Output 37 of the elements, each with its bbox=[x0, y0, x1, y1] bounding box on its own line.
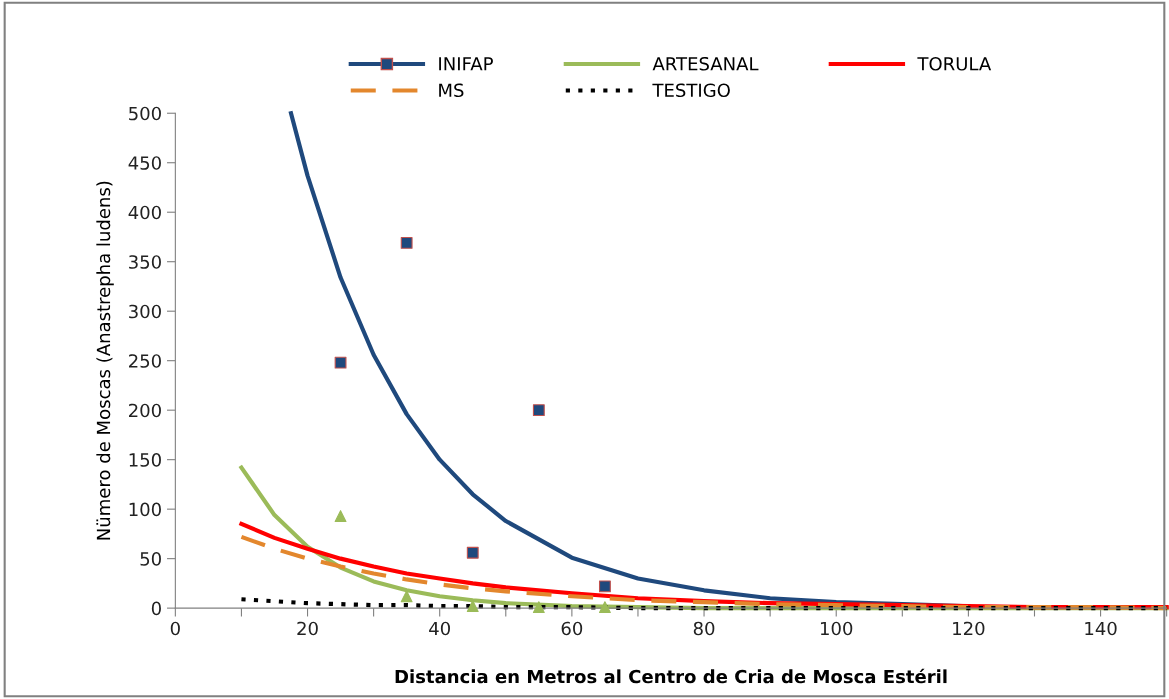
y-tick-label: 350 bbox=[129, 255, 161, 269]
y-axis-title: Nümero de Moscas (Anastrepha ludens) bbox=[96, 181, 114, 540]
legend-label: MS bbox=[439, 83, 464, 98]
point bbox=[598, 580, 611, 593]
y-tick-label: 450 bbox=[128, 156, 161, 170]
x-tick-label: 0 bbox=[170, 621, 180, 636]
x-tick-label: 60 bbox=[561, 621, 583, 636]
legend-label: INIFAP bbox=[439, 57, 493, 71]
x-tick-label: 40 bbox=[429, 621, 450, 636]
x-axis-title: Distancia en Metros al Centro de Cria de Mosca Estéril bbox=[395, 668, 947, 684]
point bbox=[334, 510, 347, 523]
y-tick-label: 0 bbox=[151, 601, 161, 616]
y-tick-label: 150 bbox=[129, 453, 161, 467]
point bbox=[400, 236, 413, 249]
point bbox=[334, 356, 347, 369]
x-tick-label: 100 bbox=[820, 621, 853, 636]
x-tick-label: 80 bbox=[693, 621, 715, 636]
point bbox=[466, 546, 479, 559]
y-tick-label: 100 bbox=[129, 502, 161, 517]
y-tick-label: 50 bbox=[140, 552, 161, 566]
y-tick-label: 300 bbox=[129, 304, 161, 319]
line-series bbox=[239, 597, 1169, 611]
x-tick-label: 20 bbox=[297, 621, 318, 636]
x-tick-label: 120 bbox=[953, 621, 985, 636]
x-tick-label: 140 bbox=[1085, 621, 1117, 636]
y-tick-label: 500 bbox=[129, 106, 161, 121]
line-series bbox=[239, 465, 1169, 611]
point bbox=[532, 601, 545, 614]
legend-label: TESTIGO bbox=[652, 83, 730, 98]
point bbox=[598, 601, 611, 614]
point bbox=[532, 404, 545, 417]
y-tick-label: 250 bbox=[129, 354, 161, 368]
y-tick-label: 200 bbox=[129, 403, 161, 418]
legend-label: TORULA bbox=[917, 56, 992, 71]
line-series bbox=[239, 534, 1169, 611]
legend-label: ARTESANAL bbox=[652, 56, 759, 71]
y-tick-label: 400 bbox=[128, 205, 161, 220]
